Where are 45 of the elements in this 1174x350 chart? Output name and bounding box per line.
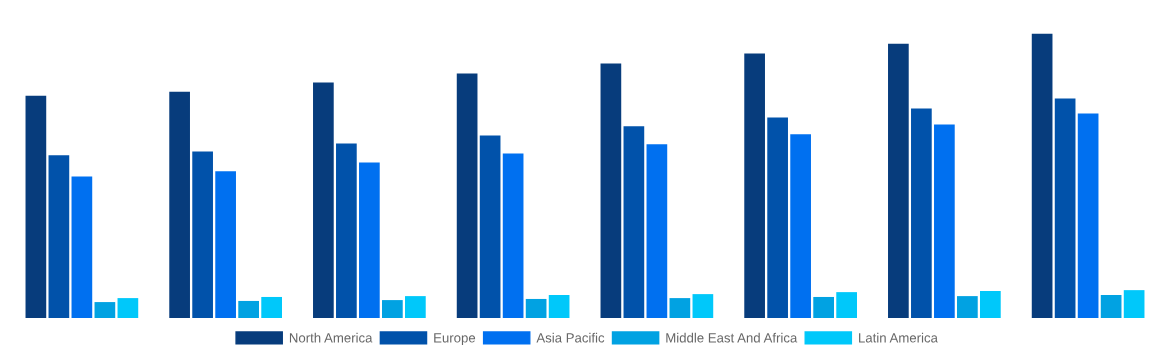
bar [456,73,478,318]
bar [25,95,47,318]
bar [1123,290,1145,318]
legend-label: Middle East And Africa [666,332,798,343]
bar [623,126,645,318]
bar [888,43,909,318]
bar [1054,98,1076,318]
bar [767,117,788,318]
bar [1031,33,1053,318]
bar [600,63,622,318]
bar [117,298,139,318]
legend-label: Latin America [859,332,938,343]
bar [790,134,811,318]
bar [692,294,714,318]
bar [169,91,190,318]
bar [238,300,259,318]
bar [980,290,1001,318]
bar [261,296,282,318]
bar [382,300,403,318]
bar [911,108,932,318]
bar [1100,294,1122,318]
bar [813,296,834,318]
bar [71,176,93,318]
bar [744,53,765,318]
bar [94,302,116,318]
bar [669,298,691,318]
bar [1077,113,1099,318]
bar [313,82,334,318]
bar [359,162,380,318]
legend-label: Europe [434,333,476,346]
bar [215,171,236,318]
bar [192,151,213,318]
bar [957,296,978,318]
legend-label: Asia Pacific [536,332,605,343]
bar [48,155,70,318]
bar [479,135,501,318]
bar [502,153,524,318]
bar [405,296,426,318]
bar [646,144,668,318]
legend-label: North America [289,332,373,343]
bar [934,124,955,318]
bar [525,298,547,318]
bar [548,294,570,318]
bar [336,143,357,318]
bar [836,292,857,318]
